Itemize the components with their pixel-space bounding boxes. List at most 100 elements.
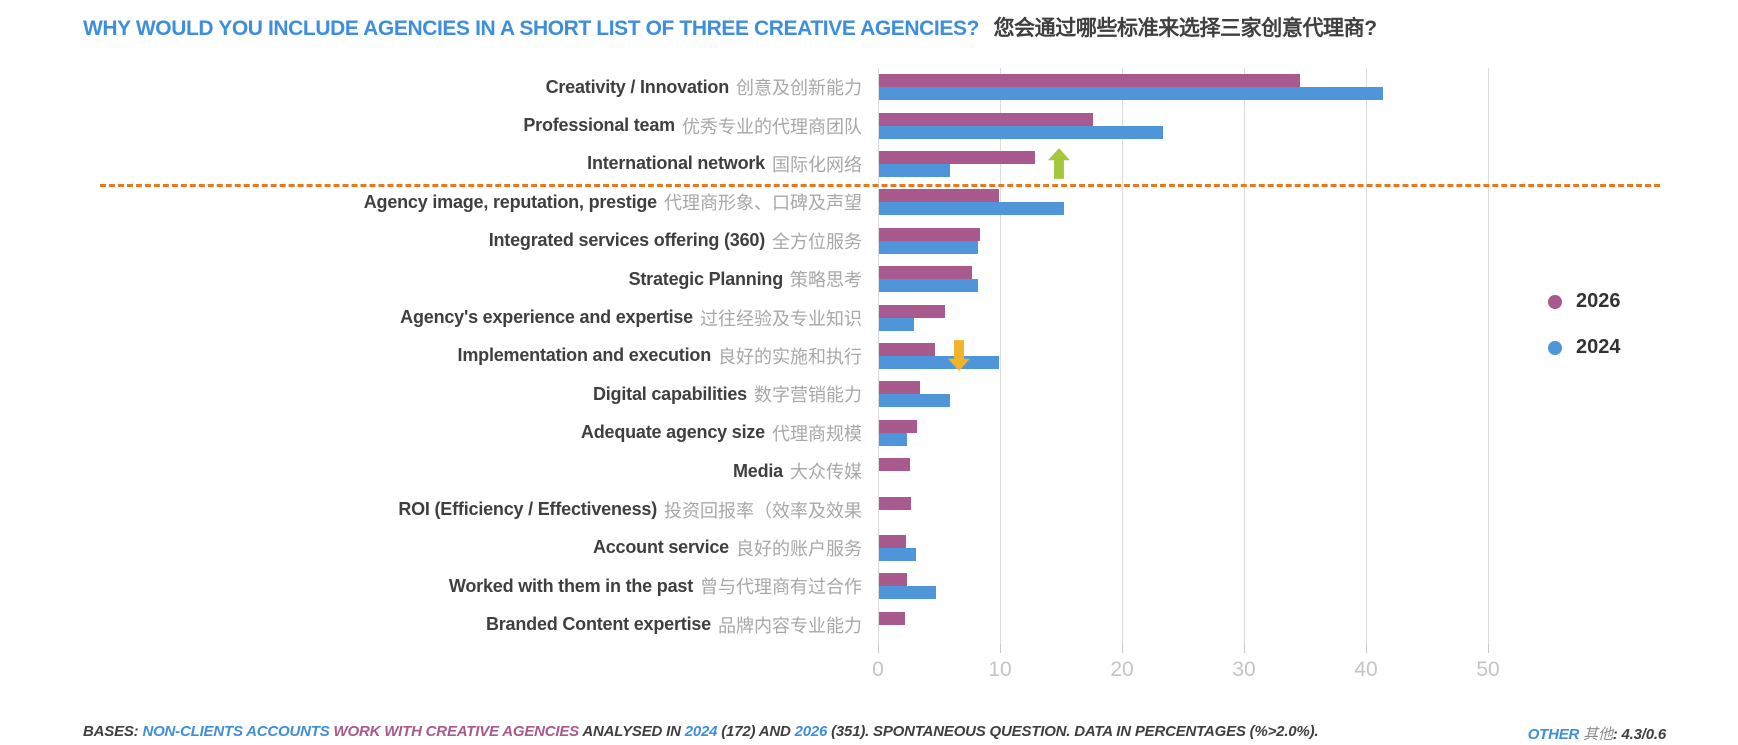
footer-text-segment: WORK WITH CREATIVE AGENCIES bbox=[333, 723, 583, 740]
category-label-english: Digital capabilities bbox=[592, 383, 747, 404]
bar-2026 bbox=[879, 74, 1300, 88]
category-label-english: Integrated services offering (360) bbox=[488, 230, 765, 251]
category-label: Professional team 优秀专业的代理商团队 bbox=[0, 106, 862, 144]
category-label-chinese: 策略思考 bbox=[790, 270, 862, 291]
bar-2026 bbox=[879, 381, 921, 395]
bar-2026 bbox=[879, 304, 945, 318]
decrease-arrow-icon bbox=[948, 339, 971, 376]
axis-tick bbox=[878, 644, 879, 653]
bar-2024 bbox=[879, 164, 950, 177]
x-axis-label: 30 bbox=[1232, 658, 1256, 681]
page-title-chinese: 您会通过哪些标准来选择三家创意代理商? bbox=[993, 17, 1377, 40]
category-label-english: Strategic Planning bbox=[628, 268, 784, 289]
legend-label: 2026 bbox=[1576, 290, 1621, 312]
category-label-english: Worked with them in the past bbox=[448, 575, 693, 596]
bar-2024 bbox=[879, 279, 978, 293]
footer-text-segment: 2024 bbox=[684, 723, 718, 740]
bar-2026 bbox=[879, 496, 911, 510]
footer-text-segment: 2026 bbox=[794, 723, 828, 740]
category-label-english: Branded Content expertise bbox=[485, 614, 711, 635]
category-label: Agency image, reputation, prestige 代理商形象、… bbox=[0, 183, 862, 221]
category-label-english: Agency image, reputation, prestige bbox=[363, 191, 657, 212]
bar-2026 bbox=[879, 535, 906, 548]
x-axis-label: 0 bbox=[872, 658, 884, 681]
bar-2026 bbox=[879, 611, 905, 625]
axis-tick bbox=[1366, 644, 1367, 653]
bar-2026 bbox=[879, 343, 936, 356]
category-label-chinese: 大众传媒 bbox=[790, 462, 862, 483]
category-label: Worked with them in the past 曾与代理商有过合作 bbox=[0, 567, 862, 605]
category-label-chinese: 代理商形象、口碑及声望 bbox=[664, 193, 862, 214]
category-label: Account service 良好的账户服务 bbox=[0, 529, 862, 567]
x-axis-label: 20 bbox=[1110, 658, 1134, 681]
footer-other-value: OTHER 其他: 4.3/0.6 bbox=[1527, 723, 1667, 744]
bar-2024 bbox=[879, 586, 937, 600]
bar-2024 bbox=[879, 125, 1164, 139]
bar-2024 bbox=[879, 356, 999, 369]
gridline bbox=[1244, 68, 1245, 644]
category-label-chinese: 良好的实施和执行 bbox=[718, 346, 862, 367]
gridline bbox=[1366, 68, 1367, 644]
category-label-chinese: 全方位服务 bbox=[772, 231, 862, 252]
category-label-english: Adequate agency size bbox=[580, 422, 765, 443]
footer-bases-note: BASES: NON-CLIENTS ACCOUNTS WORK WITH CR… bbox=[83, 723, 1319, 740]
legend-item-2024: 2024 bbox=[1548, 336, 1621, 359]
category-label-english: Media bbox=[732, 460, 783, 481]
category-label: Agency's experience and expertise 过往经验及专业… bbox=[0, 298, 862, 336]
category-label-chinese: 过往经验及专业知识 bbox=[700, 308, 862, 329]
axis-tick bbox=[1244, 644, 1245, 653]
category-label: Branded Content expertise 品牌内容专业能力 bbox=[0, 606, 862, 644]
category-label: International network 国际化网络 bbox=[0, 145, 862, 183]
axis-tick bbox=[1122, 644, 1123, 653]
page-title-english: WHY WOULD YOU INCLUDE AGENCIES IN A SHOR… bbox=[83, 17, 980, 40]
category-label-chinese: 良好的账户服务 bbox=[736, 538, 862, 559]
footer-text-segment: (351). SPONTANEOUS QUESTION. DATA IN PER… bbox=[827, 723, 1319, 740]
category-label: Creativity / Innovation 创意及创新能力 bbox=[0, 68, 862, 106]
category-label: ROI (Efficiency / Effectiveness) 投资回报率（效率… bbox=[0, 490, 862, 528]
footer-text-segment: NON-CLIENTS ACCOUNTS bbox=[142, 723, 334, 740]
footer-text-segment: (172) AND bbox=[717, 723, 795, 740]
bar-2026 bbox=[879, 573, 908, 587]
category-label-chinese: 国际化网络 bbox=[772, 154, 862, 175]
footer-text-segment: OTHER bbox=[1527, 726, 1584, 743]
x-axis-label: 40 bbox=[1354, 658, 1378, 681]
category-label-english: International network bbox=[587, 153, 765, 174]
x-axis-label: 10 bbox=[988, 658, 1012, 681]
category-label-chinese: 曾与代理商有过合作 bbox=[700, 577, 862, 598]
category-label-english: Agency's experience and expertise bbox=[400, 307, 693, 328]
bar-2026 bbox=[879, 189, 999, 203]
category-label-english: ROI (Efficiency / Effectiveness) bbox=[398, 499, 657, 520]
section-divider-dashed-line bbox=[100, 183, 1660, 187]
category-label-chinese: 品牌内容专业能力 bbox=[718, 615, 862, 636]
bar-2024 bbox=[879, 394, 950, 408]
category-label: Digital capabilities 数字营销能力 bbox=[0, 375, 862, 413]
category-label: Integrated services offering (360) 全方位服务 bbox=[0, 222, 862, 260]
gridline bbox=[1488, 68, 1489, 644]
bar-2024 bbox=[879, 548, 916, 561]
page-title: WHY WOULD YOU INCLUDE AGENCIES IN A SHOR… bbox=[83, 12, 1377, 42]
bar-2024 bbox=[879, 432, 908, 446]
category-label-chinese: 创意及创新能力 bbox=[736, 78, 862, 99]
footer-text-segment: : 4.3/0.6 bbox=[1612, 726, 1666, 743]
category-label-chinese: 优秀专业的代理商团队 bbox=[682, 116, 862, 137]
gridline bbox=[1000, 68, 1001, 644]
gridline bbox=[1122, 68, 1123, 644]
category-label: Media 大众传媒 bbox=[0, 452, 862, 490]
category-label-english: Creativity / Innovation bbox=[545, 76, 730, 97]
category-label: Adequate agency size 代理商规模 bbox=[0, 414, 862, 452]
bar-2026 bbox=[879, 112, 1093, 126]
category-label-chinese: 数字营销能力 bbox=[754, 385, 862, 406]
category-label-chinese: 代理商规模 bbox=[772, 423, 862, 444]
footer-text-segment: ANALYSED IN bbox=[582, 723, 685, 740]
legend-dot-2026 bbox=[1548, 294, 1562, 309]
bar-2026 bbox=[879, 227, 981, 241]
category-label: Implementation and execution 良好的实施和执行 bbox=[0, 337, 862, 375]
gridline bbox=[878, 68, 879, 644]
legend-item-2026: 2026 bbox=[1548, 290, 1621, 313]
bar-2024 bbox=[879, 240, 978, 254]
category-label-english: Implementation and execution bbox=[457, 345, 712, 366]
legend-dot-2024 bbox=[1548, 340, 1562, 355]
footer-text-segment: 其他 bbox=[1583, 726, 1613, 743]
bar-2024 bbox=[879, 317, 915, 331]
